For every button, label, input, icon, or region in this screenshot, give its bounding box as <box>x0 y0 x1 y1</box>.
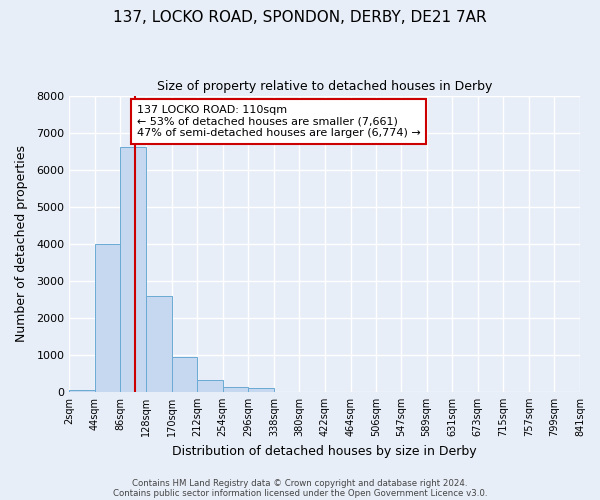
Bar <box>121 148 146 392</box>
Bar <box>248 388 274 392</box>
Text: 137 LOCKO ROAD: 110sqm
← 53% of detached houses are smaller (7,661)
47% of semi-: 137 LOCKO ROAD: 110sqm ← 53% of detached… <box>137 105 421 138</box>
Bar <box>95 244 121 392</box>
Text: 137, LOCKO ROAD, SPONDON, DERBY, DE21 7AR: 137, LOCKO ROAD, SPONDON, DERBY, DE21 7A… <box>113 10 487 25</box>
Y-axis label: Number of detached properties: Number of detached properties <box>15 145 28 342</box>
Bar <box>172 356 197 392</box>
Bar <box>223 388 248 392</box>
Bar <box>197 380 223 392</box>
Bar <box>70 390 95 392</box>
Bar <box>146 296 172 392</box>
Text: Contains HM Land Registry data © Crown copyright and database right 2024.: Contains HM Land Registry data © Crown c… <box>132 478 468 488</box>
Title: Size of property relative to detached houses in Derby: Size of property relative to detached ho… <box>157 80 493 93</box>
X-axis label: Distribution of detached houses by size in Derby: Distribution of detached houses by size … <box>172 444 477 458</box>
Text: Contains public sector information licensed under the Open Government Licence v3: Contains public sector information licen… <box>113 488 487 498</box>
